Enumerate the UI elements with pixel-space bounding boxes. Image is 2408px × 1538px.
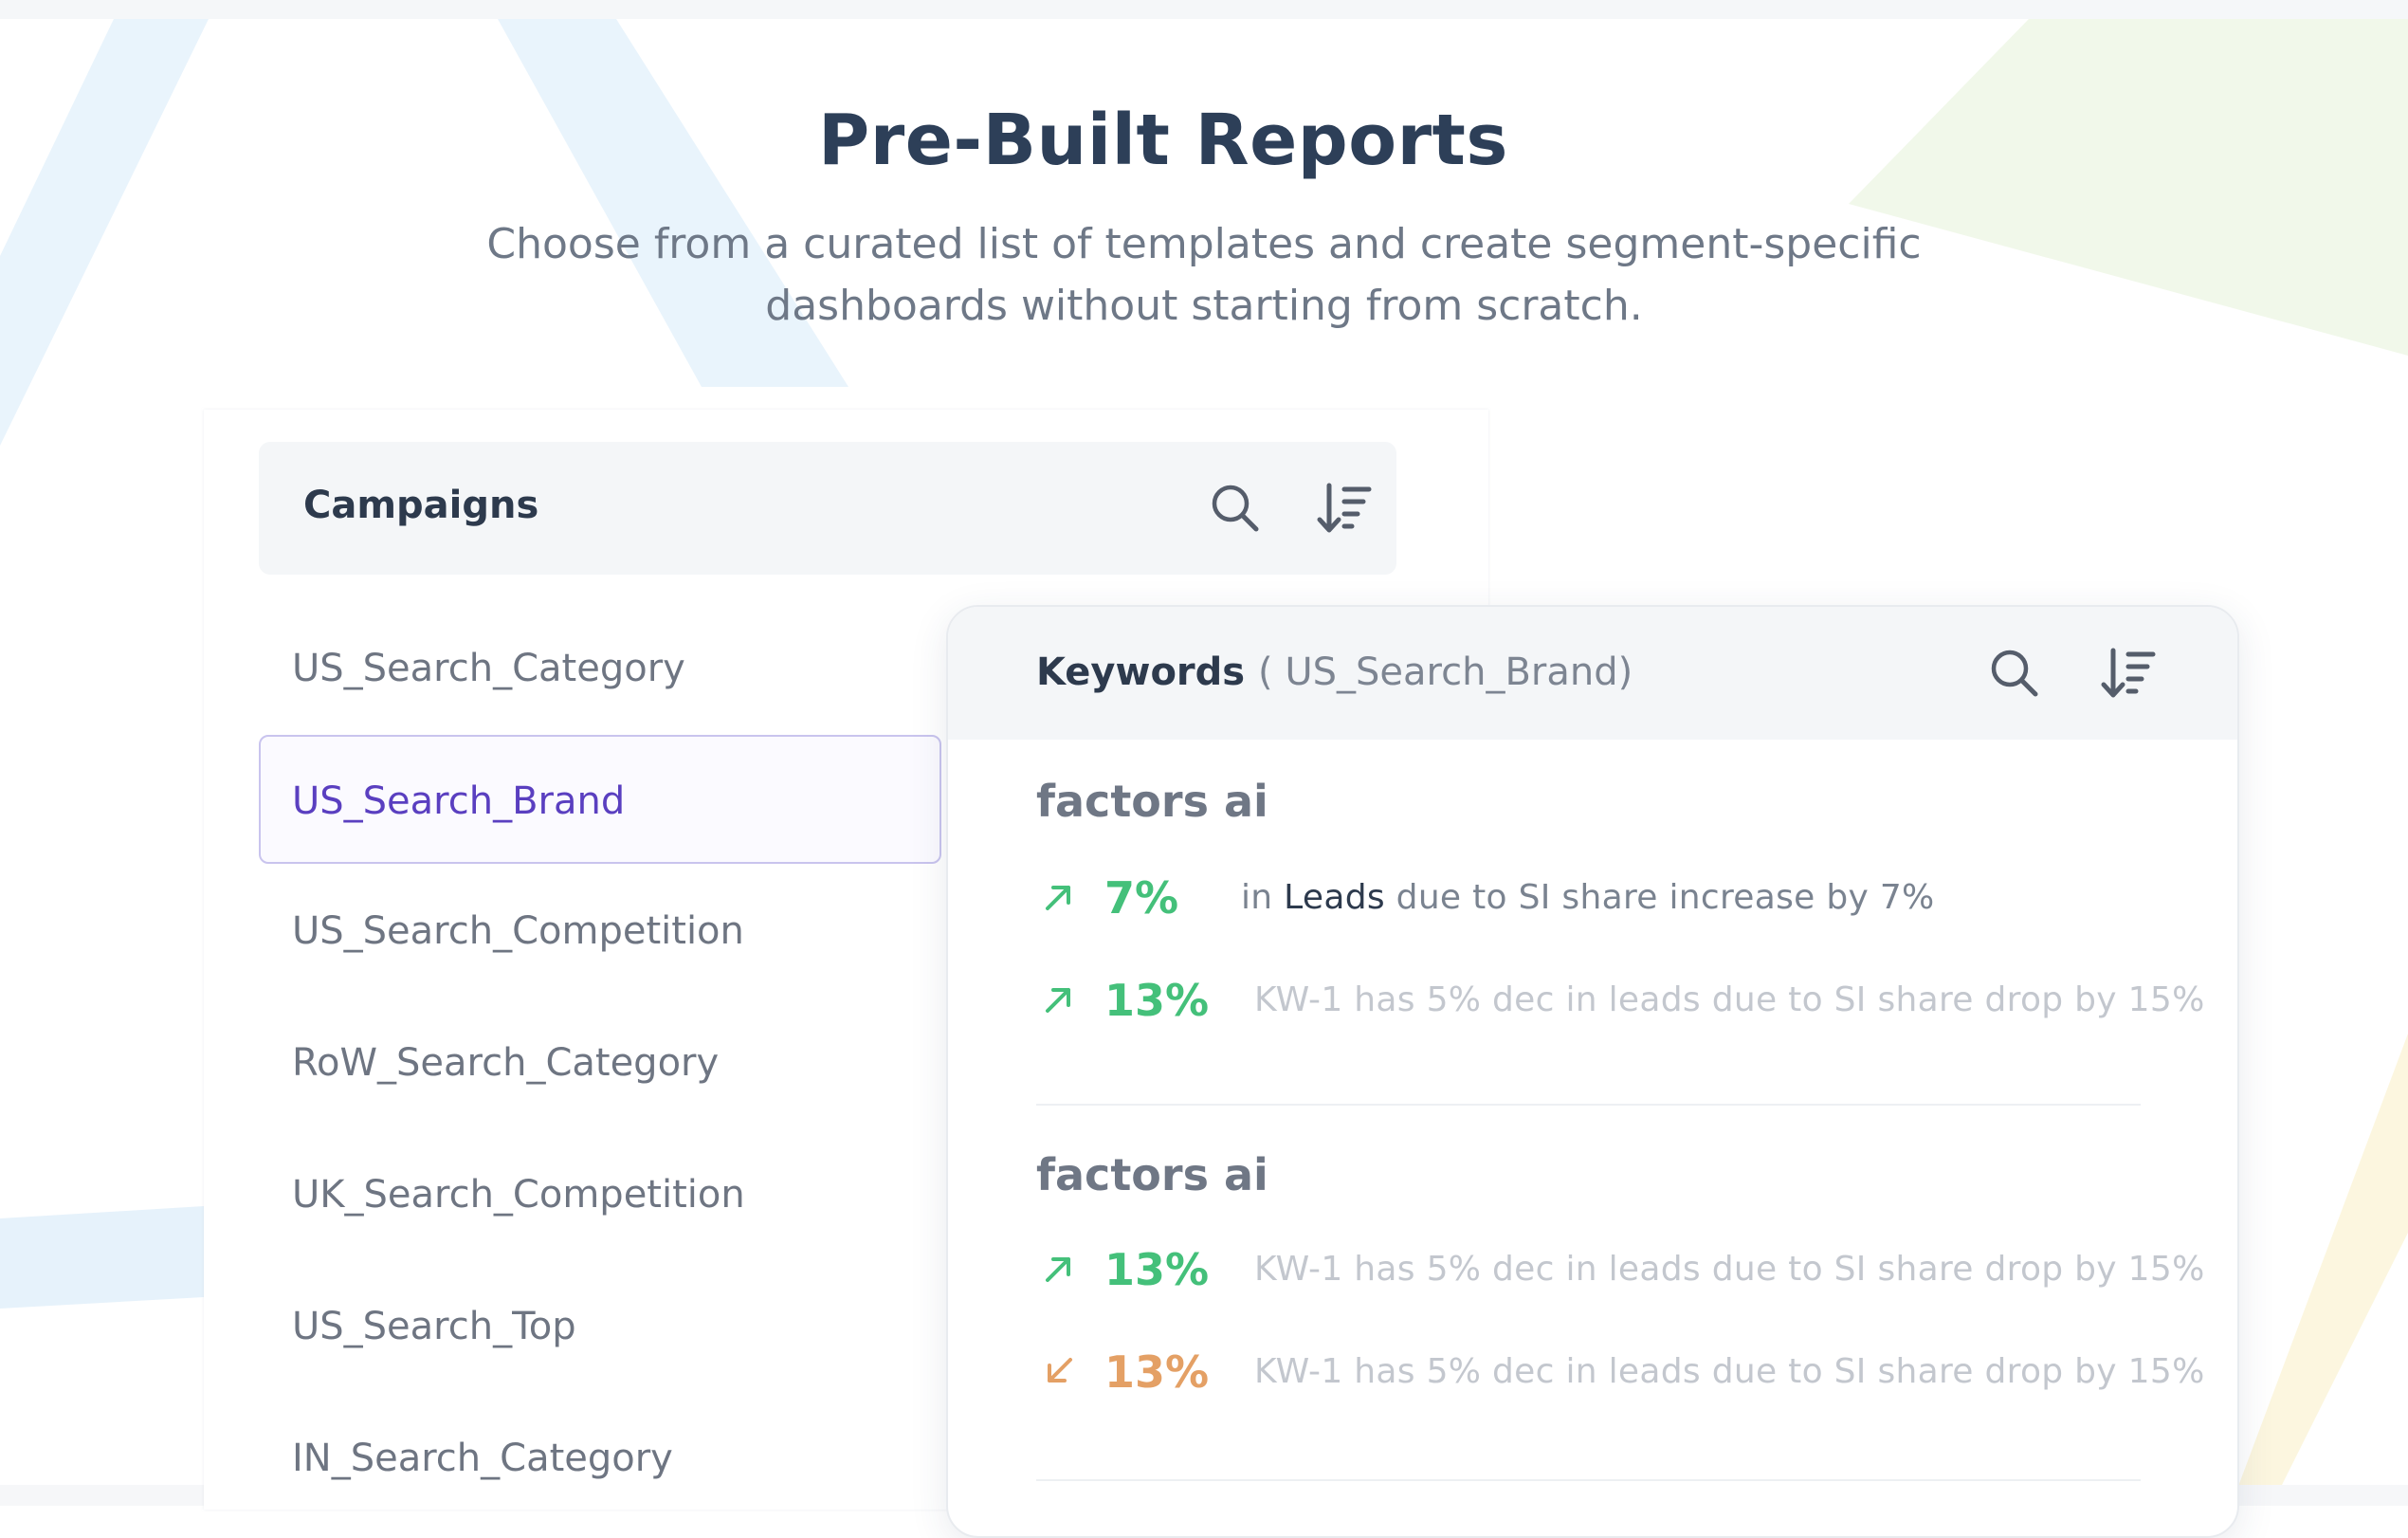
change-percent: 13% [1104, 1244, 1210, 1295]
keyword-insight-row: 13% KW-1 has 5% dec in leads due to SI s… [1036, 1346, 2212, 1413]
page-subtitle: Choose from a curated list of templates … [486, 220, 1922, 330]
keywords-title-label: Keywords [1036, 650, 1246, 694]
campaign-item[interactable]: US_Search_Category [292, 647, 685, 690]
campaign-item-selected[interactable]: US_Search_Brand [259, 735, 941, 864]
arrow-up-right-icon [1046, 988, 1070, 1013]
campaign-item[interactable]: US_Search_Top [292, 1305, 576, 1348]
keyword-insight-row: 13% KW-1 has 5% dec in leads due to SI s… [1036, 975, 2212, 1041]
sort-descending-icon[interactable] [2100, 645, 2159, 702]
keywords-title: Keywords ( US_Search_Brand) [1036, 650, 1633, 694]
arrow-down-left-icon [1048, 1358, 1072, 1382]
keywords-panel: Keywords ( US_Search_Brand) factors ai 7… [946, 605, 2239, 1538]
campaign-item[interactable]: US_Search_Competition [292, 909, 744, 953]
search-icon[interactable] [1986, 645, 2043, 702]
campaign-item[interactable]: RoW_Search_Category [292, 1041, 720, 1085]
top-strip [0, 0, 2408, 19]
change-percent: 13% [1104, 975, 1210, 1026]
insight-text-metric: Leads [1284, 878, 1385, 917]
group-divider [1036, 1104, 2141, 1106]
arrow-up-right-icon [1046, 886, 1070, 910]
search-icon[interactable] [1207, 480, 1264, 537]
keyword-group-title: factors ai [1036, 1149, 1268, 1200]
keyword-insight-row: 7% in Leads due to SI share increase by … [1036, 872, 2212, 939]
arrow-up-right-icon [1046, 1257, 1070, 1282]
keywords-title-campaign: ( US_Search_Brand) [1258, 650, 1633, 694]
sort-descending-icon[interactable] [1316, 480, 1375, 537]
keywords-header: Keywords ( US_Search_Brand) [948, 607, 2237, 740]
insight-text: KW-1 has 5% dec in leads due to SI share… [1254, 980, 2205, 1019]
background-decoration [0, 19, 2408, 1489]
campaign-item[interactable]: IN_Search_Category [292, 1437, 673, 1480]
group-divider [1036, 1479, 2141, 1481]
campaign-item[interactable]: UK_Search_Competition [292, 1173, 745, 1217]
insight-text-prefix: in [1241, 878, 1285, 917]
insight-text: KW-1 has 5% dec in leads due to SI share… [1254, 1250, 2205, 1289]
keyword-insight-row: 13% KW-1 has 5% dec in leads due to SI s… [1036, 1244, 2212, 1310]
change-percent: 7% [1104, 872, 1179, 924]
insight-text: in Leads due to SI share increase by 7% [1241, 878, 1935, 917]
insight-text-suffix: due to SI share increase by 7% [1384, 878, 1935, 917]
keyword-group-title: factors ai [1036, 776, 1268, 827]
campaigns-header: Campaigns [259, 442, 1396, 575]
insight-text: KW-1 has 5% dec in leads due to SI share… [1254, 1352, 2205, 1391]
page-title: Pre-Built Reports [818, 100, 1508, 181]
change-percent: 13% [1104, 1346, 1210, 1398]
campaigns-title: Campaigns [303, 484, 539, 527]
